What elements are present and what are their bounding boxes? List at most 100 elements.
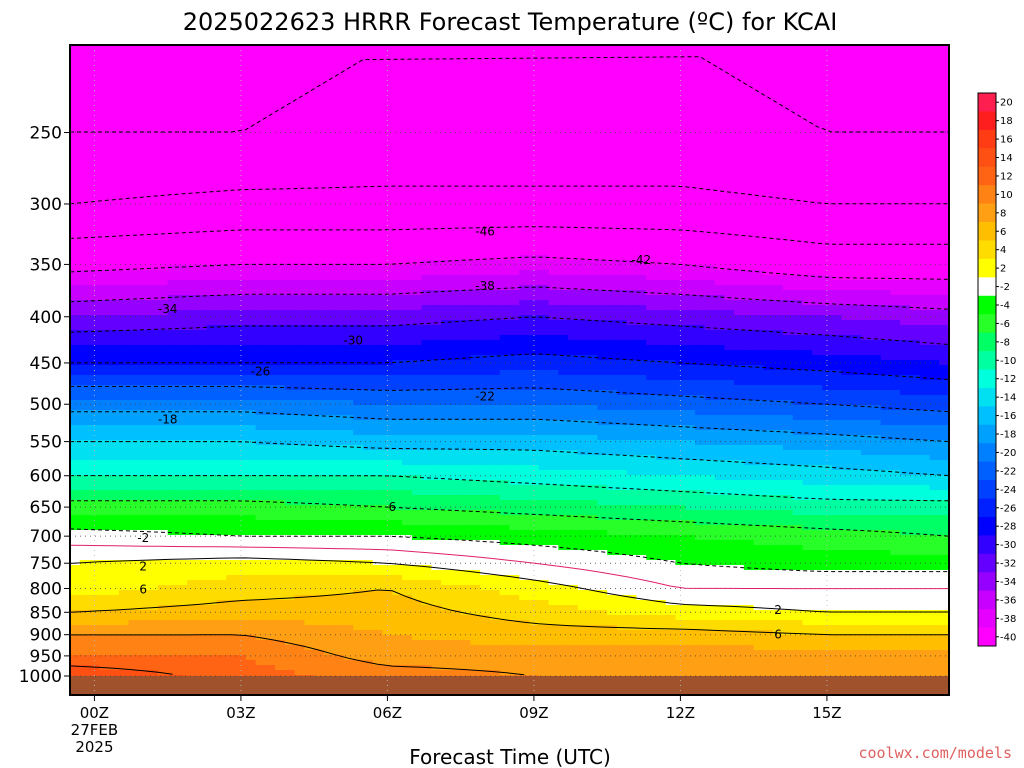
x-tick-label: 12Z bbox=[666, 704, 695, 722]
x-tick-date: 27FEB bbox=[71, 721, 118, 739]
y-tick-label: 550 bbox=[30, 433, 62, 453]
grid-lines bbox=[70, 45, 949, 695]
colorbar-swatch bbox=[978, 498, 996, 518]
colorbar-label: -28 bbox=[1000, 522, 1016, 533]
y-tick-label: 700 bbox=[30, 527, 62, 547]
temperature-field bbox=[70, 45, 950, 696]
y-tick-label: 850 bbox=[30, 603, 62, 623]
colorbar-swatch bbox=[978, 443, 996, 463]
x-tick-label: 03Z bbox=[226, 704, 255, 722]
colorbar-swatch bbox=[978, 406, 996, 426]
colorbar-label: 16 bbox=[1000, 135, 1013, 146]
colorbar-swatch bbox=[978, 369, 996, 389]
colorbar-label: -10 bbox=[1000, 356, 1016, 367]
y-tick-label: 800 bbox=[30, 580, 62, 600]
colorbar-swatch bbox=[978, 627, 996, 647]
y-tick-label: 750 bbox=[30, 554, 62, 574]
y-tick-label: 450 bbox=[30, 354, 62, 374]
colorbar-swatch bbox=[978, 553, 996, 573]
y-tick-label: 600 bbox=[30, 467, 62, 487]
y-axis: 250 300 350 400 450 500 550 600 650 700 750 800 850 9… bbox=[19, 123, 70, 687]
y-tick-label: 400 bbox=[30, 308, 62, 328]
colorbar-label: -36 bbox=[1000, 595, 1016, 606]
colorbar-label: -16 bbox=[1000, 411, 1016, 422]
colorbar-label: 18 bbox=[1000, 116, 1013, 127]
colorbar-label: -32 bbox=[1000, 559, 1016, 570]
contour-label: -34 bbox=[158, 302, 178, 316]
colorbar-label: -18 bbox=[1000, 430, 1016, 441]
colorbar-label: -40 bbox=[1000, 632, 1016, 643]
x-tick-label: 06Z bbox=[373, 704, 402, 722]
colorbar-swatch bbox=[978, 351, 996, 370]
credit-text: coolwx.com/models bbox=[858, 744, 1012, 762]
contour-label: -26 bbox=[251, 365, 271, 379]
colorbar-label: 8 bbox=[1000, 208, 1006, 219]
colorbar-swatch bbox=[978, 185, 996, 204]
colorbar-label: -8 bbox=[1000, 337, 1010, 348]
colorbar-swatch bbox=[978, 93, 996, 112]
contour-label: -18 bbox=[158, 413, 178, 427]
colorbar-swatch bbox=[978, 516, 996, 536]
colorbar-label: 12 bbox=[1000, 171, 1013, 182]
isotherm-contours bbox=[69, 56, 950, 676]
colorbar-label: -12 bbox=[1000, 374, 1016, 385]
y-tick-label: 950 bbox=[30, 647, 62, 667]
colorbar-label: 14 bbox=[1000, 153, 1013, 164]
contour-label: 6 bbox=[388, 500, 396, 514]
colorbar-swatch bbox=[978, 535, 996, 555]
colorbar-swatch bbox=[978, 222, 996, 241]
colorbar-swatch bbox=[978, 461, 996, 481]
contour-label: -2 bbox=[137, 531, 149, 545]
colorbar-swatch bbox=[978, 332, 996, 352]
colorbar-swatch bbox=[978, 240, 996, 260]
colorbar-swatch bbox=[978, 111, 996, 131]
colorbar-swatch bbox=[978, 203, 996, 223]
plot-frame bbox=[69, 44, 950, 696]
colorbar-label: 6 bbox=[1000, 227, 1006, 238]
colorbar-label: -38 bbox=[1000, 614, 1016, 625]
contour-label: 2 bbox=[139, 559, 147, 573]
colorbar-label: -2 bbox=[1000, 282, 1010, 293]
colorbar-label: -14 bbox=[1000, 393, 1016, 404]
colorbar-swatch bbox=[978, 609, 996, 628]
contour-label: -38 bbox=[475, 279, 495, 293]
colorbar-label: -26 bbox=[1000, 503, 1016, 514]
colorbar-label: -4 bbox=[1000, 300, 1010, 311]
colorbar-label: -20 bbox=[1000, 448, 1016, 459]
y-tick-label: 500 bbox=[30, 395, 62, 415]
colorbar-swatch bbox=[978, 129, 996, 149]
colorbar-swatch bbox=[978, 387, 996, 407]
y-tick-label: 300 bbox=[30, 195, 62, 215]
y-tick-label: 250 bbox=[30, 123, 62, 143]
colorbar-label: 2 bbox=[1000, 264, 1006, 275]
contour-label: -30 bbox=[343, 334, 363, 348]
colorbar-swatch bbox=[978, 590, 996, 610]
colorbar: 20 18 16 14 12 10 8 6 4 2 -2 -4 -6 -8 -10 -12 -14 -16 -18 -… bbox=[977, 92, 1016, 647]
colorbar-label: 10 bbox=[1000, 190, 1013, 201]
colorbar-swatch bbox=[978, 258, 996, 278]
x-tick-year: 2025 bbox=[75, 738, 113, 756]
contour-label: 2 bbox=[774, 603, 782, 617]
colorbar-swatch bbox=[978, 480, 996, 499]
chart-title: 2025022623 HRRR Forecast Temperature (ºC… bbox=[183, 8, 838, 36]
y-tick-label: 1000 bbox=[19, 667, 62, 687]
colorbar-swatch bbox=[978, 424, 996, 444]
colorbar-label: -30 bbox=[1000, 540, 1016, 551]
contour-label: 6 bbox=[139, 582, 147, 596]
y-tick-label: 650 bbox=[30, 498, 62, 518]
colorbar-label: -6 bbox=[1000, 319, 1010, 330]
contour-label: 6 bbox=[774, 628, 782, 642]
colorbar-swatch bbox=[978, 277, 996, 297]
colorbar-label: 20 bbox=[1000, 98, 1013, 109]
x-axis-label: Forecast Time (UTC) bbox=[409, 745, 611, 768]
colorbar-label: -24 bbox=[1000, 485, 1016, 496]
x-tick-label: 09Z bbox=[519, 704, 548, 722]
y-tick-label: 900 bbox=[30, 626, 62, 646]
ground-layer bbox=[70, 676, 949, 695]
y-tick-label: 350 bbox=[30, 255, 62, 275]
colorbar-label: 4 bbox=[1000, 245, 1006, 256]
colorbar-swatch bbox=[978, 166, 996, 186]
